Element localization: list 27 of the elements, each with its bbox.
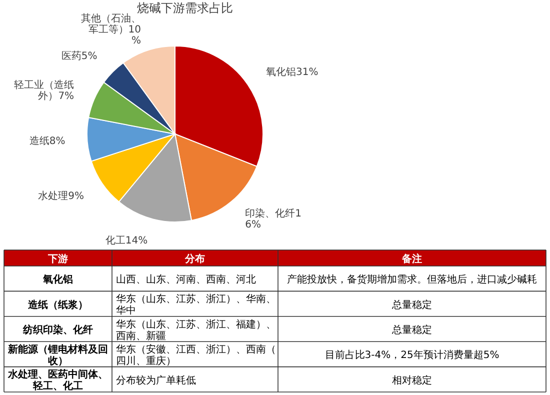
slice-label: 化工14% bbox=[105, 234, 148, 247]
text: 相对稳定 bbox=[392, 374, 432, 386]
text: 山西、山东、河南、西南、河北 bbox=[116, 274, 256, 286]
text: 备注 bbox=[401, 253, 422, 265]
text: 华东（安徽、江西、浙江）、西南（四川、重庆） bbox=[116, 343, 276, 367]
text: 氧化铝 bbox=[42, 274, 73, 286]
slice-label: 氧化铝31% bbox=[266, 66, 318, 78]
slice-label: 水处理9% bbox=[38, 190, 84, 202]
text: 水处理、医药中间体、轻工、化工 bbox=[7, 368, 108, 392]
text: 新能源（锂电材料及回收） bbox=[7, 343, 108, 367]
text: 目前占比3-4%，25年预计消费量超5% bbox=[324, 349, 500, 362]
slice-label: 其他（石油、军工等）10% bbox=[81, 12, 142, 46]
text: 分布较为广单耗低 bbox=[116, 374, 196, 386]
text: 总量稳定 bbox=[391, 324, 432, 336]
text: 华东（山东、江苏、浙江）、华南、华中 bbox=[116, 293, 276, 317]
slice-label: 医药5% bbox=[61, 50, 98, 62]
text: 华东（山东、江苏、浙江、福建）、西南、新疆 bbox=[116, 318, 276, 342]
text: 下游 bbox=[47, 253, 68, 265]
text: 总量稳定 bbox=[391, 298, 432, 311]
chart-title: 烧碱下游需求占比 bbox=[137, 1, 233, 15]
slice-label: 轻工业（造纸外）7% bbox=[14, 78, 74, 102]
text: 产能投放快，备货期增加需求。但落地后，进口减少碱耗 bbox=[287, 274, 537, 286]
slice-label: 印染、化纤16% bbox=[245, 207, 302, 230]
slice-label: 造纸8% bbox=[29, 134, 66, 147]
text: 造纸（纸浆） bbox=[27, 298, 88, 311]
text: 纺织印染、化纤 bbox=[22, 324, 93, 336]
text: 分布 bbox=[184, 253, 205, 265]
